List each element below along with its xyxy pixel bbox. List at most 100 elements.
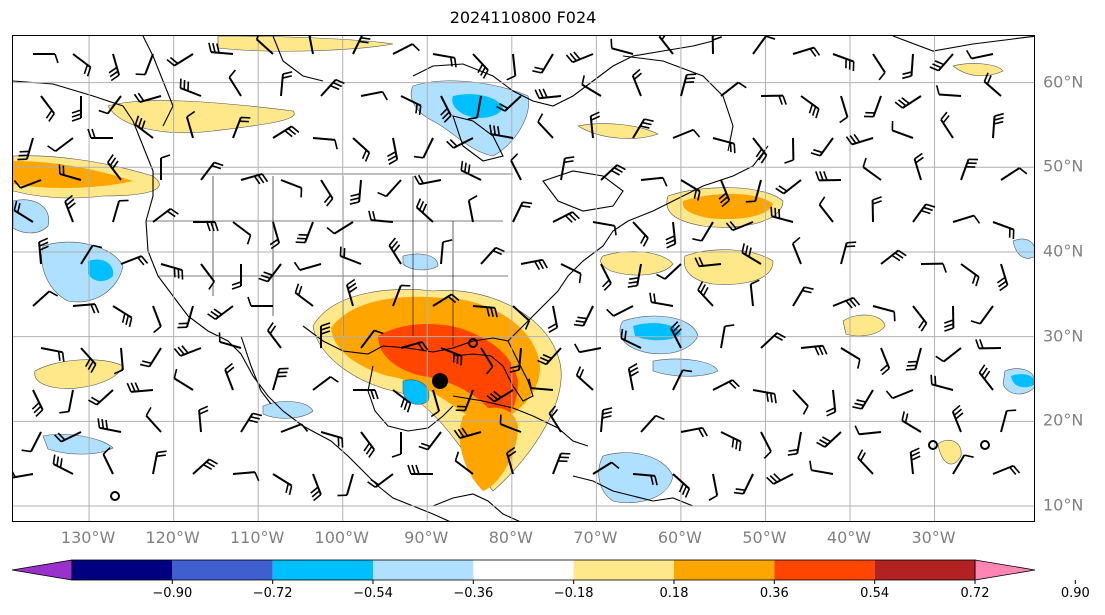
wind-barb: [573, 305, 594, 327]
wind-barb: [929, 53, 954, 72]
longitude-label: 110°W: [229, 528, 285, 547]
anomaly-area: [452, 94, 503, 118]
wind-barb: [266, 322, 282, 349]
wind-barb: [905, 347, 922, 371]
wind-barb: [620, 328, 642, 349]
wind-barb: [47, 137, 74, 153]
wind-barb: [694, 256, 722, 268]
colorbar-tick-label: −0.54: [353, 586, 393, 601]
wind-barb: [809, 460, 834, 475]
anomaly-area: [600, 251, 674, 276]
wind-barb: [863, 95, 882, 118]
wind-barb: [880, 347, 891, 376]
longitude-label: 60°W: [657, 528, 702, 547]
wind-barb: [326, 221, 354, 235]
map-panel[interactable]: [12, 35, 1035, 522]
storm-center-marker: [110, 338, 990, 501]
wind-barb: [632, 118, 654, 139]
wind-barb: [40, 95, 56, 122]
colorbar: [11, 559, 1076, 584]
wind-barb: [913, 152, 924, 181]
anomaly-area: [952, 63, 1004, 76]
wind-barb: [312, 137, 338, 150]
wind-barb: [560, 156, 575, 181]
wind-barb: [992, 464, 1021, 475]
wind-barb: [177, 305, 194, 329]
wind-barb: [712, 137, 736, 154]
colorbar-tick-label: −0.72: [252, 586, 293, 601]
wind-barb: [280, 71, 293, 97]
wind-barb: [901, 411, 922, 433]
wind-barb: [499, 414, 522, 433]
low-marker: [110, 491, 120, 501]
coastline: [142, 36, 174, 127]
wind-barb: [792, 46, 821, 57]
wind-barb: [173, 345, 202, 357]
wind-barb: [145, 407, 162, 433]
wind-barb: [791, 236, 802, 265]
wind-barb: [697, 281, 714, 307]
wind-barb: [692, 221, 714, 242]
wind-barb: [512, 201, 533, 223]
wind-barb: [152, 305, 162, 334]
wind-barb: [455, 389, 474, 412]
wind-barb: [179, 78, 202, 97]
wind-barb: [40, 347, 65, 362]
wind-barb: [528, 378, 554, 391]
wind-barb: [87, 128, 113, 139]
wind-barb: [152, 450, 167, 475]
colorbar-swatch: [674, 560, 775, 580]
wind-barb: [255, 36, 274, 55]
wind-barb: [432, 293, 460, 307]
latitude-label: 40°N: [1043, 241, 1084, 261]
wind-barb: [80, 244, 103, 265]
wind-barb: [345, 278, 358, 307]
longitude-label: 120°W: [145, 528, 200, 547]
wind-barb: [272, 367, 289, 391]
colorbar-swatch: [874, 560, 975, 580]
wind-barb: [760, 94, 787, 105]
anomaly-area: [577, 123, 659, 139]
anomaly-shading: [13, 36, 1034, 504]
wind-barb: [134, 115, 154, 139]
wind-barb: [839, 95, 849, 124]
wind-barb: [391, 432, 402, 458]
wind-barb: [308, 36, 314, 55]
anomaly-area: [42, 434, 114, 455]
wind-barb: [996, 263, 1009, 292]
wind-barb: [392, 43, 420, 55]
wind-barb: [120, 255, 149, 266]
anomaly-area: [633, 323, 681, 341]
wind-barb: [552, 211, 580, 223]
wind-barb: [775, 179, 802, 195]
wind-barb: [472, 305, 498, 318]
wind-barb: [649, 292, 674, 307]
coastline: [240, 335, 272, 405]
wind-barb: [388, 237, 402, 265]
wind-barb: [592, 221, 617, 236]
wind-barb: [232, 116, 251, 139]
wind-barb: [360, 90, 388, 101]
wind-barb: [800, 344, 828, 356]
wind-barb: [320, 322, 331, 348]
wind-barb: [432, 53, 457, 68]
low-marker: [468, 338, 478, 348]
wind-barb: [480, 246, 505, 265]
wind-barb: [133, 92, 162, 104]
coastline: [572, 475, 694, 507]
wind-barb: [680, 73, 697, 97]
wind-barb: [787, 431, 802, 456]
wind-barb: [208, 42, 234, 55]
colorbar-tick-label: −0.90: [152, 586, 193, 601]
wind-barb: [509, 347, 522, 373]
wind-barb: [983, 72, 1002, 97]
wind-barb: [320, 78, 345, 97]
wind-barb: [766, 473, 794, 485]
wind-barb: [656, 263, 682, 280]
wind-barb: [360, 329, 384, 349]
wind-barb: [173, 368, 194, 391]
wind-barb: [575, 366, 594, 391]
wind-barb: [1000, 167, 1028, 181]
wind-barb: [231, 264, 242, 290]
wind-barb: [112, 199, 129, 223]
